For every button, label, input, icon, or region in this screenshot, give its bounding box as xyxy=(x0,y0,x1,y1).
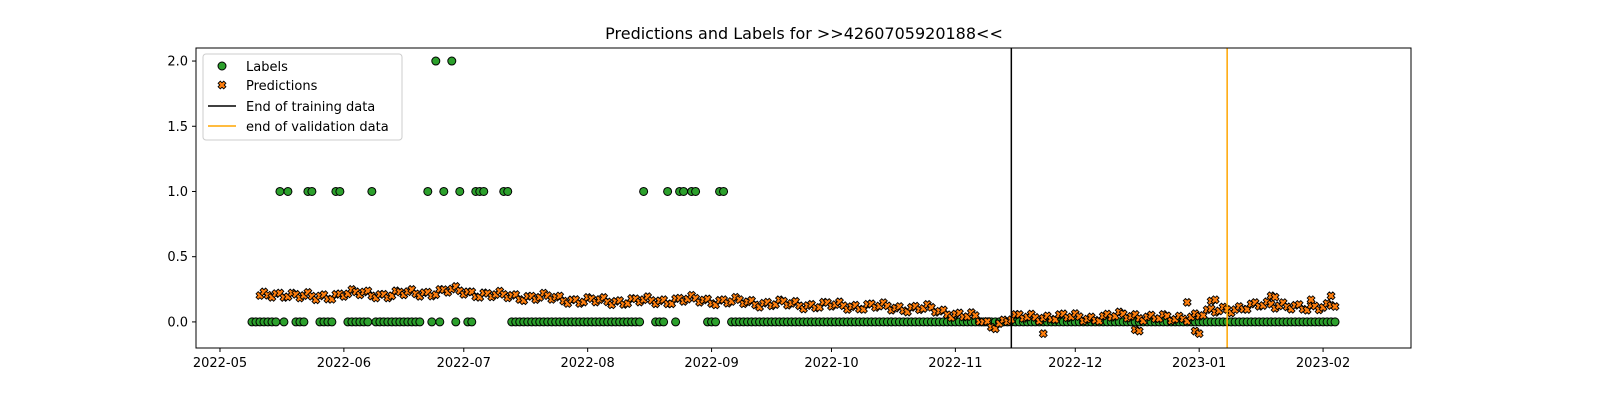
prediction-point xyxy=(1330,301,1340,312)
legend-labels-marker xyxy=(217,61,227,71)
y-tick-label: 1.5 xyxy=(167,120,188,135)
label-point xyxy=(455,186,465,196)
x-tick-label: 2022-07 xyxy=(437,356,491,371)
label-point xyxy=(299,317,309,327)
x-tick-label: 2022-08 xyxy=(561,356,615,371)
y-tick-label: 1.0 xyxy=(167,185,188,200)
label-point xyxy=(503,186,513,196)
label-point xyxy=(447,56,457,66)
label-point xyxy=(711,317,721,327)
prediction-point xyxy=(970,310,980,321)
x-tick-label: 2023-01 xyxy=(1172,356,1226,371)
prediction-point xyxy=(1038,329,1048,339)
label-point xyxy=(659,317,669,327)
x-tick-label: 2022-12 xyxy=(1048,356,1102,371)
label-point xyxy=(635,317,645,327)
label-point xyxy=(415,317,425,327)
label-point xyxy=(663,186,673,196)
label-point xyxy=(423,186,433,196)
label-point xyxy=(691,186,701,196)
label-point xyxy=(363,317,373,327)
label-point xyxy=(639,186,649,196)
label-point xyxy=(367,186,377,196)
label-point xyxy=(431,56,441,66)
x-tick-label: 2022-09 xyxy=(684,356,738,371)
label-point xyxy=(671,317,681,327)
plot-frame xyxy=(195,47,1412,349)
label-point xyxy=(275,186,285,196)
legend-predictions-text: Predictions xyxy=(246,79,318,94)
prediction-point xyxy=(1270,292,1280,302)
reference-lines xyxy=(1010,48,1228,348)
x-tick-label: 2022-06 xyxy=(317,356,371,371)
label-point xyxy=(467,317,477,327)
label-point xyxy=(307,186,317,196)
prediction-point xyxy=(1194,329,1204,339)
y-tick-label: 2.0 xyxy=(167,55,188,70)
legend: Labels Predictions End of training data … xyxy=(202,53,403,141)
label-point xyxy=(451,317,461,327)
x-tick-label: 2022-11 xyxy=(928,356,982,371)
x-tick-label: 2022-10 xyxy=(804,356,858,371)
label-point xyxy=(1330,317,1340,327)
x-tick-label: 2022-05 xyxy=(193,356,247,371)
label-point xyxy=(327,317,337,327)
label-point xyxy=(719,186,729,196)
label-point xyxy=(271,317,281,327)
label-point xyxy=(279,317,289,327)
prediction-point xyxy=(1182,297,1192,307)
y-axis: 0.0 0.5 1.0 1.5 2.0 xyxy=(167,55,196,330)
prediction-point xyxy=(1210,295,1220,305)
prediction-point xyxy=(1306,295,1316,305)
y-tick-label: 0.5 xyxy=(167,250,188,265)
legend-box xyxy=(202,53,403,141)
label-point xyxy=(439,186,449,196)
label-point xyxy=(479,186,489,196)
prediction-point xyxy=(1326,291,1336,301)
label-point xyxy=(427,317,437,327)
label-point xyxy=(283,186,293,196)
legend-validation-text: end of validation data xyxy=(246,120,389,135)
x-axis: 2022-05 2022-06 2022-07 2022-08 2022-09 2022-… xyxy=(193,348,1350,371)
label-point xyxy=(435,317,445,327)
label-point xyxy=(335,186,345,196)
x-tick-label: 2023-02 xyxy=(1296,356,1350,371)
plot-data xyxy=(247,56,1340,339)
y-tick-label: 0.0 xyxy=(167,315,188,330)
label-point xyxy=(679,186,689,196)
legend-training-text: End of training data xyxy=(246,100,375,115)
legend-predictions-marker xyxy=(217,80,227,90)
chart-title: Predictions and Labels for >>42607059201… xyxy=(605,24,1003,43)
legend-labels-text: Labels xyxy=(246,60,288,75)
prediction-point xyxy=(1134,326,1144,336)
